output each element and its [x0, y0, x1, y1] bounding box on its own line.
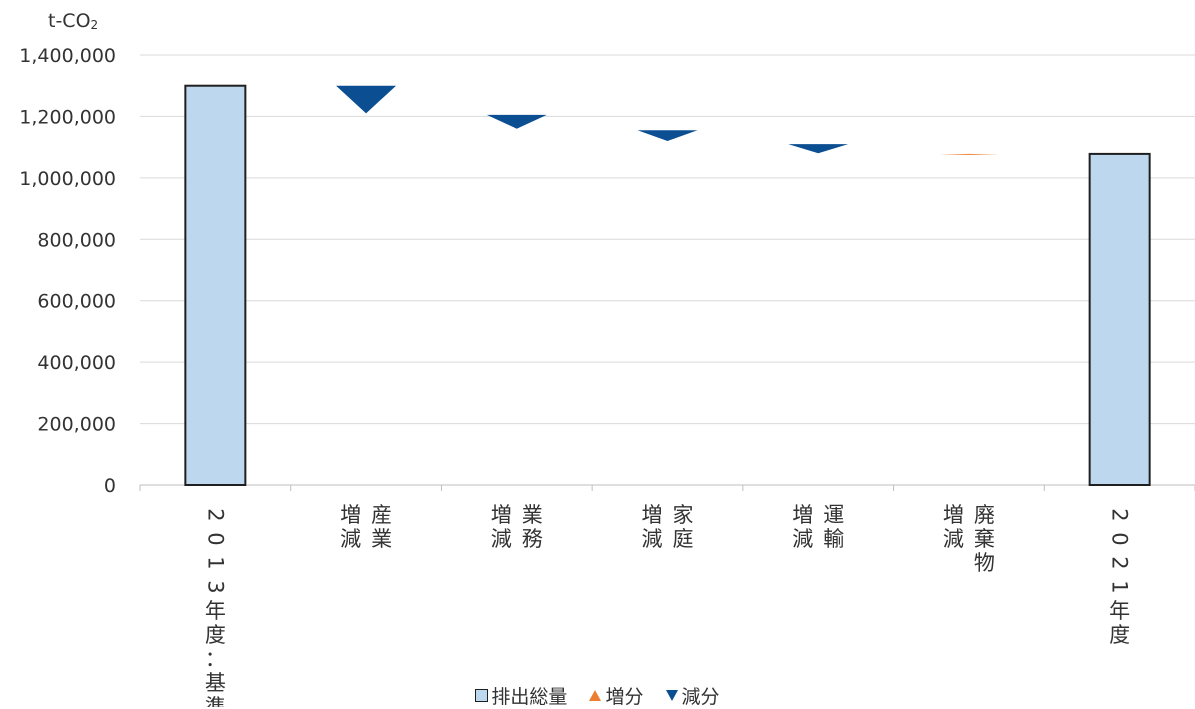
- y-tick-label: 400,000: [37, 352, 116, 374]
- total-bar: [184, 84, 247, 486]
- y-tick-label: 1,400,000: [19, 45, 116, 67]
- y-axis: 0 200,000 400,000 600,000 800,000 1,000,000 1,…: [19, 45, 116, 497]
- x-category-label: 3: [203, 580, 227, 593]
- x-category-label: 増: [491, 503, 512, 527]
- x-category-label: 減: [642, 527, 663, 551]
- x-category-label: 増: [792, 503, 813, 527]
- x-category-label: 業: [371, 527, 392, 551]
- x-category-label: 増: [642, 503, 663, 527]
- grid-lines: [140, 54, 1195, 486]
- y-tick-label: 600,000: [37, 291, 116, 313]
- decrease-marker: [486, 114, 547, 129]
- x-category-label: 1: [203, 556, 227, 569]
- y-tick-label: 1,200,000: [19, 106, 116, 128]
- y-tick-label: 0: [104, 475, 116, 497]
- y-axis-unit: t-CO2: [48, 10, 99, 32]
- x-category-label: 減: [943, 527, 964, 551]
- x-category-label: 2: [203, 508, 227, 521]
- y-tick-label: 200,000: [37, 414, 116, 436]
- x-category-label: 務: [522, 527, 543, 551]
- legend-item-total: 排出総量: [475, 682, 567, 709]
- x-category-label: 減: [491, 527, 512, 551]
- y-tick-label: 800,000: [37, 229, 116, 251]
- x-category-label: 1: [1108, 580, 1132, 593]
- x-category-label: 棄: [974, 527, 995, 551]
- x-category-label: 減: [340, 527, 361, 551]
- triangle-up-icon: [589, 690, 602, 701]
- x-category-label: 増: [943, 503, 964, 527]
- x-category-label: 物: [974, 551, 995, 575]
- x-category-label: 産: [371, 503, 392, 527]
- y-tick-label: 1,000,000: [19, 168, 116, 190]
- square-icon: [475, 689, 489, 702]
- decrease-marker: [637, 130, 698, 141]
- x-category-label: 2: [1108, 556, 1132, 569]
- chart-marks: [184, 84, 1151, 486]
- x-category-label: 年: [205, 599, 226, 623]
- x-category-label: 年: [1109, 599, 1130, 623]
- x-category-label: 運: [823, 503, 844, 527]
- x-category-label: 0: [203, 532, 227, 545]
- x-category-label: 度: [205, 623, 226, 647]
- x-category-label: 輸: [823, 527, 844, 551]
- x-category-label: 減: [792, 527, 813, 551]
- decrease-marker: [788, 144, 849, 154]
- total-bar: [1088, 152, 1151, 486]
- legend: 排出総量 増分 減分: [0, 682, 1195, 709]
- x-category-label: 廃: [974, 503, 995, 527]
- x-category-label: 庭: [673, 527, 694, 551]
- x-category-label: 業: [522, 503, 543, 527]
- x-category-label: 基: [205, 671, 226, 695]
- x-category-label: 準: [205, 695, 226, 707]
- decrease-marker: [336, 85, 397, 114]
- x-category-label: 家: [673, 503, 694, 527]
- x-category-label: 0: [1108, 532, 1132, 545]
- legend-item-increase: 増分: [589, 682, 644, 709]
- triangle-down-icon: [665, 690, 678, 701]
- x-category-label: 2: [1108, 508, 1132, 521]
- x-category-label: 増: [340, 503, 361, 527]
- x-category-label: 度: [1109, 623, 1130, 647]
- legend-item-decrease: 減分: [665, 682, 720, 709]
- x-category-label: ：: [205, 647, 226, 671]
- increase-marker: [938, 153, 999, 155]
